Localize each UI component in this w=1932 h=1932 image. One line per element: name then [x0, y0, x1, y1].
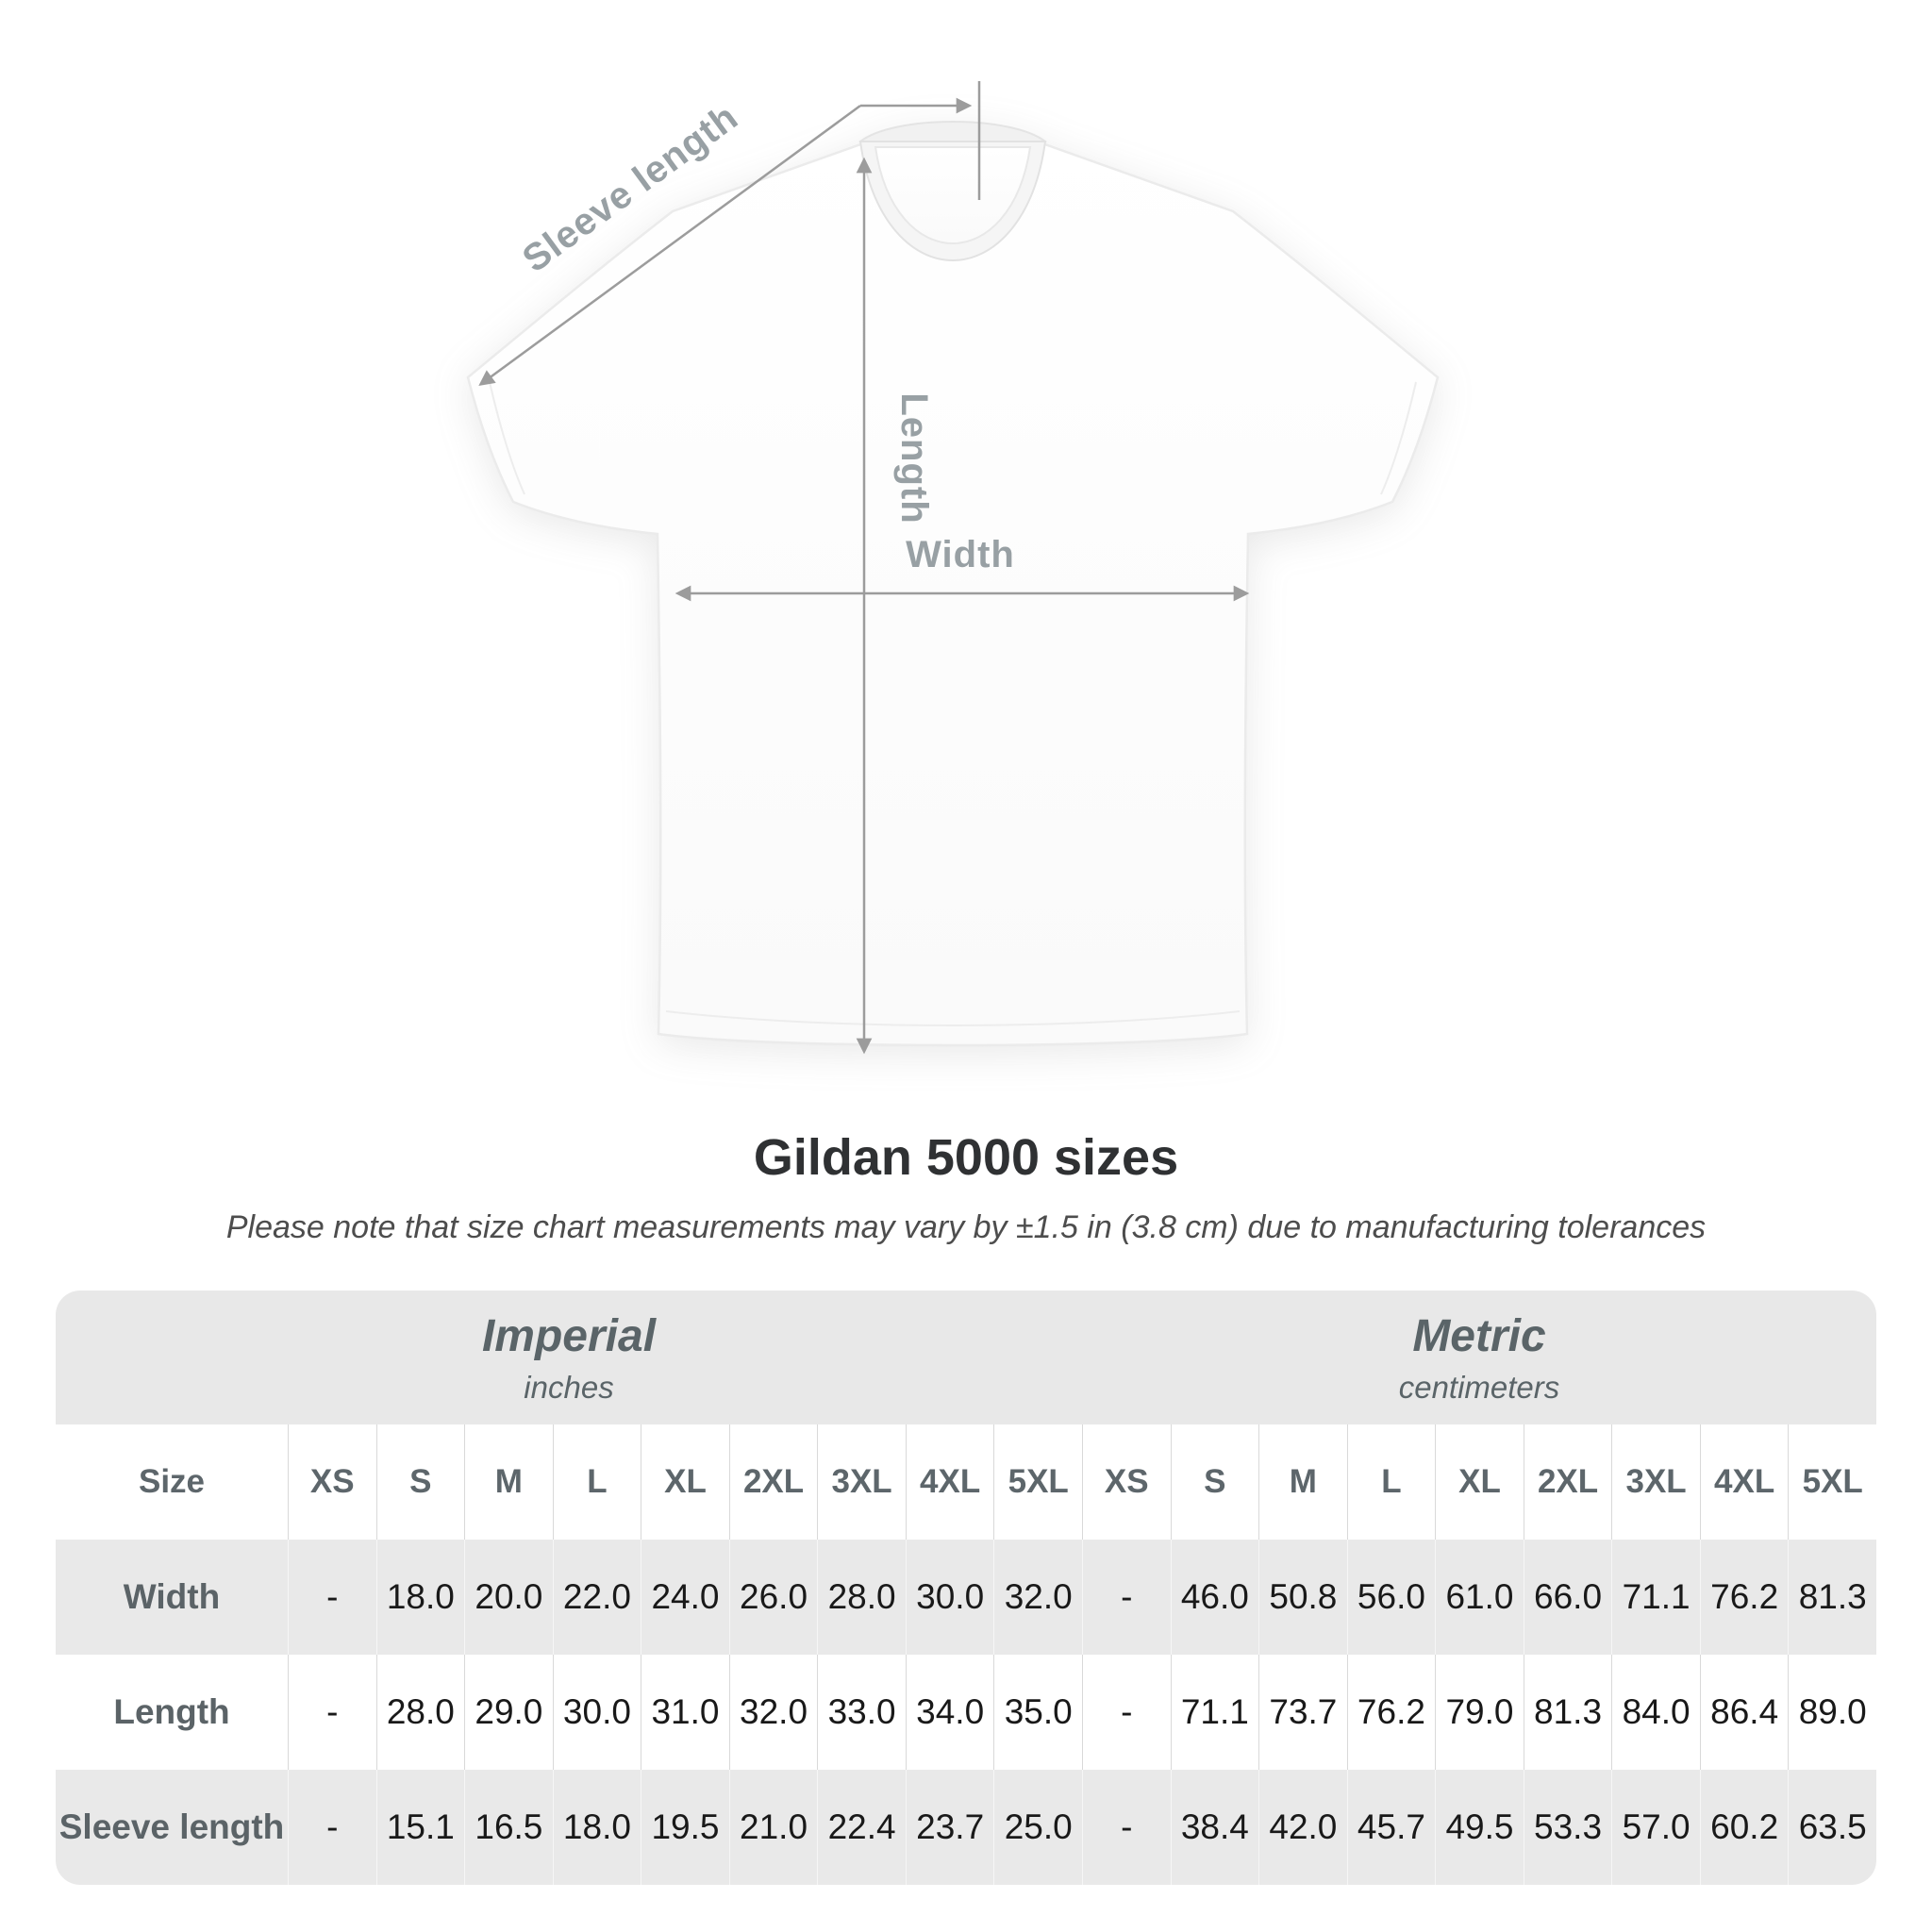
imperial-size-header: XL: [641, 1424, 729, 1540]
length-imperial-cell: 32.0: [728, 1655, 818, 1770]
sleeve-metric-cell: 60.2: [1699, 1770, 1789, 1885]
tshirt-image: [466, 121, 1440, 1047]
sleeve-metric-cell: 53.3: [1523, 1770, 1612, 1885]
width-imperial-cell: 24.0: [641, 1540, 729, 1655]
imperial-unit: inches: [524, 1369, 614, 1405]
length-imperial-cell: 33.0: [817, 1655, 906, 1770]
sleeve-imperial-cell: 21.0: [728, 1770, 818, 1885]
metric-unit: centimeters: [1398, 1369, 1560, 1405]
length-metric-cell: -: [1082, 1655, 1171, 1770]
width-imperial-cell: 22.0: [552, 1540, 641, 1655]
width-imperial-cell: 28.0: [817, 1540, 906, 1655]
width-imperial-cell: -: [288, 1540, 376, 1655]
page-title: Gildan 5000 sizes: [753, 1129, 1179, 1186]
imperial-label: Imperial: [481, 1310, 657, 1361]
sleeve-imperial-cell: 16.5: [464, 1770, 553, 1885]
metric-size-header: M: [1258, 1424, 1347, 1540]
width-metric-cell: 76.2: [1699, 1540, 1789, 1655]
sleeve-imperial-cell: 19.5: [641, 1770, 729, 1885]
size-table: Imperial inches Metric centimeters Size …: [56, 1291, 1876, 1885]
length-imperial-cell: 35.0: [993, 1655, 1082, 1770]
collar-inner: [874, 146, 1032, 244]
row-label-sleeve-length: Sleeve length: [56, 1770, 288, 1885]
width-imperial-cell: 26.0: [728, 1540, 818, 1655]
sleeve-metric-cell: 38.4: [1170, 1770, 1259, 1885]
width-metric-cell: 50.8: [1258, 1540, 1347, 1655]
metric-size-header: 5XL: [1788, 1424, 1876, 1540]
width-imperial-cell: 30.0: [905, 1540, 994, 1655]
metric-unit-header: Metric centimeters: [1082, 1291, 1876, 1424]
sleeve-metric-cell: 49.5: [1435, 1770, 1524, 1885]
sleeve-metric-cell: 57.0: [1611, 1770, 1700, 1885]
sleeve-metric-cell: -: [1082, 1770, 1171, 1885]
width-metric-cell: 56.0: [1346, 1540, 1436, 1655]
imperial-size-header: L: [552, 1424, 641, 1540]
row-label-length: Length: [56, 1655, 288, 1770]
length-imperial-cell: 31.0: [641, 1655, 729, 1770]
imperial-unit-header: Imperial inches: [56, 1291, 1082, 1424]
metric-size-header: XS: [1082, 1424, 1171, 1540]
length-imperial-cell: 34.0: [905, 1655, 994, 1770]
metric-size-header: 4XL: [1699, 1424, 1789, 1540]
width-metric-cell: 71.1: [1611, 1540, 1700, 1655]
length-imperial-cell: 30.0: [552, 1655, 641, 1770]
width-metric-cell: 66.0: [1523, 1540, 1612, 1655]
tolerance-note: Please note that size chart measurements…: [225, 1209, 1707, 1245]
right-sleeve-seam: [1380, 381, 1417, 495]
sleeve-imperial-cell: 15.1: [375, 1770, 465, 1885]
metric-label: Metric: [1412, 1310, 1546, 1361]
length-metric-cell: 89.0: [1788, 1655, 1876, 1770]
width-metric-cell: 46.0: [1170, 1540, 1259, 1655]
imperial-size-header: 4XL: [905, 1424, 994, 1540]
imperial-size-header: 5XL: [993, 1424, 1082, 1540]
length-metric-cell: 86.4: [1699, 1655, 1789, 1770]
width-metric-cell: 61.0: [1435, 1540, 1524, 1655]
hem-seam: [665, 1010, 1241, 1026]
imperial-size-header: 2XL: [728, 1424, 818, 1540]
length-metric-cell: 79.0: [1435, 1655, 1524, 1770]
metric-size-header: L: [1346, 1424, 1436, 1540]
width-imperial-cell: 20.0: [464, 1540, 553, 1655]
width-imperial-cell: 18.0: [375, 1540, 465, 1655]
length-imperial-cell: 28.0: [375, 1655, 465, 1770]
metric-size-header: S: [1170, 1424, 1259, 1540]
length-metric-cell: 81.3: [1523, 1655, 1612, 1770]
length-metric-cell: 71.1: [1170, 1655, 1259, 1770]
metric-size-header: 3XL: [1611, 1424, 1700, 1540]
sleeve-imperial-cell: 22.4: [817, 1770, 906, 1885]
sleeve-length-arrow-diagonal: [478, 104, 861, 386]
length-imperial-cell: -: [288, 1655, 376, 1770]
tshirt-body: [466, 124, 1440, 1047]
imperial-size-header: M: [464, 1424, 553, 1540]
dimension-lines: [478, 81, 1250, 1055]
width-label: Width: [906, 534, 1015, 575]
sleeve-imperial-cell: 23.7: [905, 1770, 994, 1885]
width-metric-cell: 81.3: [1788, 1540, 1876, 1655]
sleeve-metric-cell: 45.7: [1346, 1770, 1436, 1885]
length-metric-cell: 84.0: [1611, 1655, 1700, 1770]
sleeve-metric-cell: 63.5: [1788, 1770, 1876, 1885]
sleeve-imperial-cell: 25.0: [993, 1770, 1082, 1885]
length-imperial-cell: 29.0: [464, 1655, 553, 1770]
row-label-width: Width: [56, 1540, 288, 1655]
size-column-header: Size: [56, 1424, 288, 1540]
length-label: Length: [893, 392, 935, 524]
sleeve-imperial-cell: -: [288, 1770, 376, 1885]
width-imperial-cell: 32.0: [993, 1540, 1082, 1655]
metric-size-header: 2XL: [1523, 1424, 1612, 1540]
sleeve-imperial-cell: 18.0: [552, 1770, 641, 1885]
left-sleeve-seam: [489, 381, 525, 495]
metric-size-header: XL: [1435, 1424, 1524, 1540]
length-metric-cell: 76.2: [1346, 1655, 1436, 1770]
imperial-size-header: 3XL: [817, 1424, 906, 1540]
imperial-size-header: XS: [288, 1424, 376, 1540]
width-metric-cell: -: [1082, 1540, 1171, 1655]
imperial-size-header: S: [375, 1424, 465, 1540]
sleeve-metric-cell: 42.0: [1258, 1770, 1347, 1885]
tshirt-measurement-diagram: Width Length Sleeve length: [466, 81, 1440, 1055]
length-metric-cell: 73.7: [1258, 1655, 1347, 1770]
